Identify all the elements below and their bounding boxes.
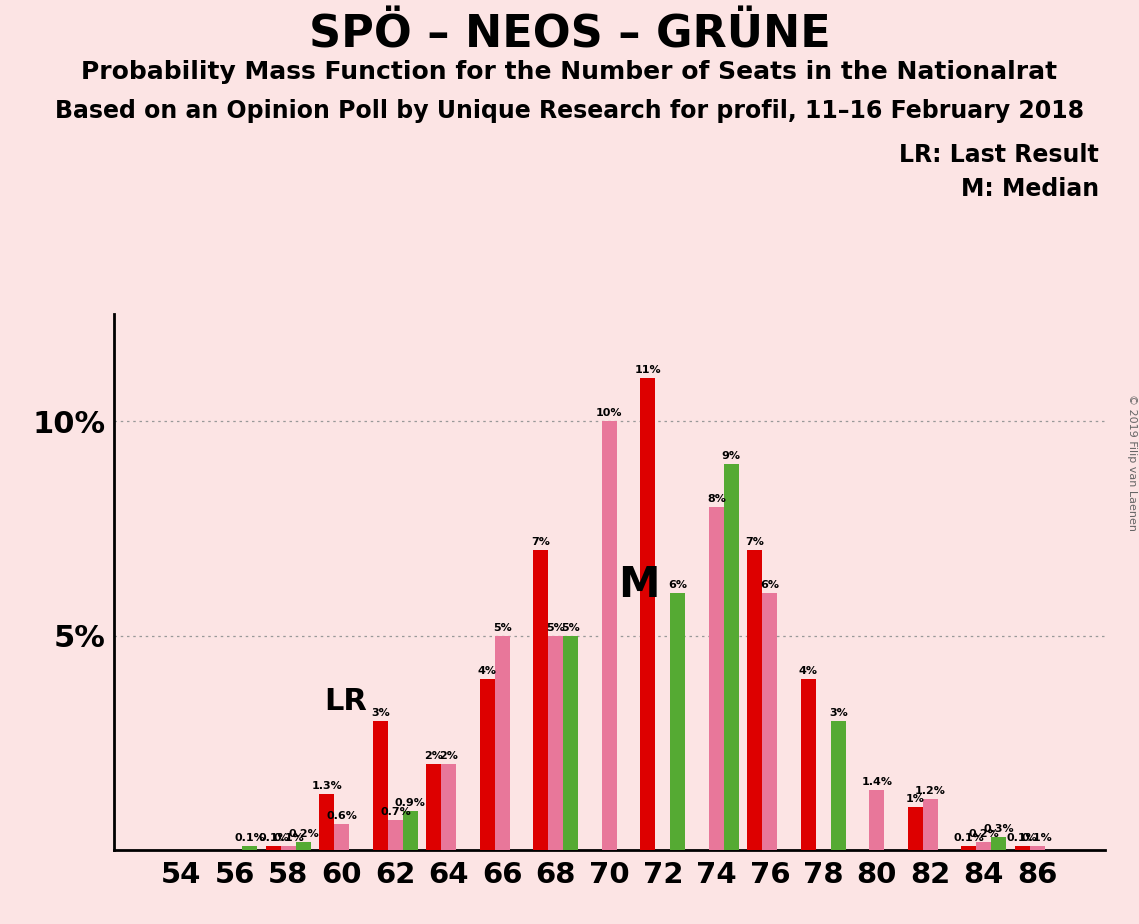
Bar bbox=[335, 824, 350, 850]
Text: M: Median: M: Median bbox=[961, 177, 1099, 201]
Bar bbox=[671, 593, 686, 850]
Text: 11%: 11% bbox=[634, 366, 662, 375]
Text: 0.6%: 0.6% bbox=[327, 811, 358, 821]
Text: 0.2%: 0.2% bbox=[288, 829, 319, 838]
Bar bbox=[494, 636, 510, 850]
Bar bbox=[533, 550, 548, 850]
Text: 6%: 6% bbox=[669, 580, 687, 590]
Text: SPÖ – NEOS – GRÜNE: SPÖ – NEOS – GRÜNE bbox=[309, 14, 830, 57]
Text: 0.3%: 0.3% bbox=[983, 824, 1014, 834]
Text: M: M bbox=[618, 564, 659, 606]
Text: LR: LR bbox=[325, 687, 367, 716]
Bar bbox=[296, 842, 311, 850]
Text: 4%: 4% bbox=[798, 665, 818, 675]
Bar bbox=[442, 764, 457, 850]
Bar bbox=[976, 842, 991, 850]
Bar bbox=[281, 845, 296, 850]
Text: 0.7%: 0.7% bbox=[380, 807, 411, 817]
Text: 1.4%: 1.4% bbox=[861, 777, 892, 787]
Text: 4%: 4% bbox=[478, 665, 497, 675]
Bar bbox=[1030, 845, 1044, 850]
Text: 1.2%: 1.2% bbox=[915, 785, 945, 796]
Bar bbox=[908, 808, 923, 850]
Text: 0.1%: 0.1% bbox=[953, 833, 984, 843]
Bar bbox=[265, 845, 281, 850]
Bar bbox=[640, 379, 655, 850]
Text: 0.1%: 0.1% bbox=[273, 833, 304, 843]
Bar bbox=[923, 798, 937, 850]
Bar bbox=[961, 845, 976, 850]
Bar bbox=[372, 722, 388, 850]
Text: 0.1%: 0.1% bbox=[1022, 833, 1052, 843]
Text: 2%: 2% bbox=[440, 751, 458, 761]
Bar bbox=[724, 464, 739, 850]
Text: 7%: 7% bbox=[745, 537, 764, 547]
Bar bbox=[403, 811, 418, 850]
Text: 2%: 2% bbox=[425, 751, 443, 761]
Text: © 2019 Filip van Laenen: © 2019 Filip van Laenen bbox=[1126, 394, 1137, 530]
Bar bbox=[601, 421, 617, 850]
Bar bbox=[388, 821, 403, 850]
Text: LR: Last Result: LR: Last Result bbox=[900, 143, 1099, 167]
Text: 0.1%: 0.1% bbox=[235, 833, 265, 843]
Text: 0.9%: 0.9% bbox=[395, 798, 426, 808]
Bar bbox=[747, 550, 762, 850]
Text: 10%: 10% bbox=[596, 408, 623, 419]
Bar bbox=[319, 795, 335, 850]
Text: 0.1%: 0.1% bbox=[1007, 833, 1038, 843]
Text: 5%: 5% bbox=[547, 623, 565, 633]
Bar bbox=[548, 636, 564, 850]
Text: 3%: 3% bbox=[829, 709, 847, 719]
Text: 9%: 9% bbox=[722, 451, 740, 461]
Text: 5%: 5% bbox=[493, 623, 511, 633]
Bar bbox=[991, 837, 1006, 850]
Bar bbox=[869, 790, 884, 850]
Text: 6%: 6% bbox=[761, 580, 779, 590]
Bar bbox=[480, 678, 494, 850]
Text: 7%: 7% bbox=[532, 537, 550, 547]
Bar bbox=[426, 764, 442, 850]
Bar bbox=[564, 636, 579, 850]
Text: 1.3%: 1.3% bbox=[312, 782, 343, 791]
Bar bbox=[830, 722, 846, 850]
Bar bbox=[243, 845, 257, 850]
Bar bbox=[708, 507, 724, 850]
Text: Based on an Opinion Poll by Unique Research for profil, 11–16 February 2018: Based on an Opinion Poll by Unique Resea… bbox=[55, 99, 1084, 123]
Bar bbox=[1015, 845, 1030, 850]
Text: Probability Mass Function for the Number of Seats in the Nationalrat: Probability Mass Function for the Number… bbox=[81, 60, 1058, 84]
Text: 1%: 1% bbox=[906, 795, 925, 804]
Text: 8%: 8% bbox=[707, 494, 726, 505]
Text: 0.2%: 0.2% bbox=[968, 829, 999, 838]
Bar bbox=[801, 678, 816, 850]
Text: 3%: 3% bbox=[371, 709, 390, 719]
Text: 5%: 5% bbox=[562, 623, 580, 633]
Bar bbox=[762, 593, 777, 850]
Text: 0.1%: 0.1% bbox=[259, 833, 289, 843]
